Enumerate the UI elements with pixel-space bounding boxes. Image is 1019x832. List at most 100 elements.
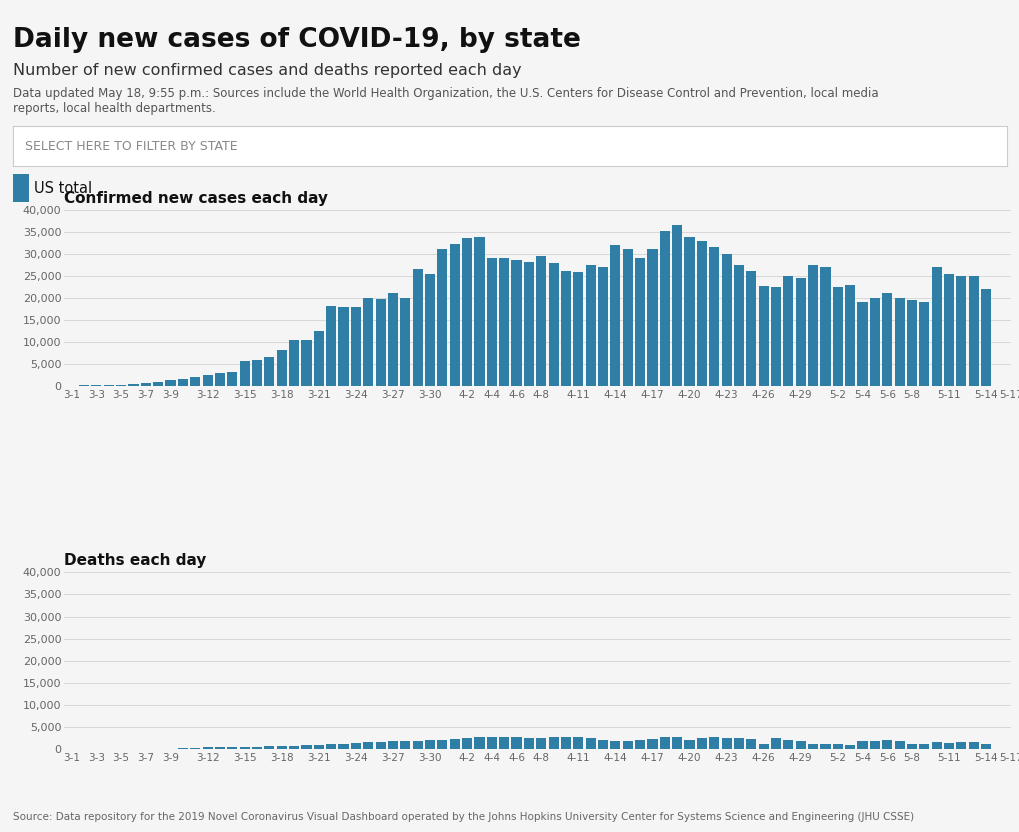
Bar xyxy=(288,339,299,386)
Bar xyxy=(609,741,620,749)
Text: Daily new cases of COVID-19, by state: Daily new cases of COVID-19, by state xyxy=(13,27,581,52)
Bar xyxy=(301,745,311,749)
Bar xyxy=(659,230,669,386)
Bar xyxy=(573,272,583,386)
Bar xyxy=(239,747,250,749)
Bar xyxy=(622,740,632,749)
Bar xyxy=(338,744,348,749)
Bar xyxy=(413,270,422,386)
Bar xyxy=(363,298,373,386)
Bar xyxy=(930,742,941,749)
Bar xyxy=(585,738,595,749)
Bar xyxy=(227,372,237,386)
Bar xyxy=(696,738,706,749)
Text: Source: Data repository for the 2019 Novel Coronavirus Visual Dashboard operated: Source: Data repository for the 2019 Nov… xyxy=(13,812,913,822)
Bar xyxy=(918,745,928,749)
Bar xyxy=(474,237,484,386)
Bar xyxy=(165,380,175,386)
Bar xyxy=(783,275,793,386)
Bar xyxy=(203,747,212,749)
Bar xyxy=(425,274,435,386)
Bar xyxy=(351,743,361,749)
Bar xyxy=(869,298,879,386)
Bar xyxy=(252,360,262,386)
Bar xyxy=(301,339,311,386)
Bar xyxy=(696,240,706,386)
Bar xyxy=(968,742,978,749)
Bar xyxy=(375,299,385,386)
Bar xyxy=(128,384,139,386)
Bar xyxy=(486,258,496,386)
Bar xyxy=(783,740,793,749)
Bar xyxy=(399,298,410,386)
Bar xyxy=(375,742,385,749)
Bar xyxy=(413,740,422,749)
Bar xyxy=(770,287,781,386)
Bar xyxy=(720,738,731,749)
Bar xyxy=(326,745,336,749)
Bar xyxy=(746,739,756,749)
Bar xyxy=(758,286,768,386)
Bar xyxy=(832,287,842,386)
Bar xyxy=(869,740,879,749)
Text: Confirmed new cases each day: Confirmed new cases each day xyxy=(64,191,328,206)
Bar xyxy=(511,737,521,749)
Bar xyxy=(647,739,657,749)
Text: SELECT HERE TO FILTER BY STATE: SELECT HERE TO FILTER BY STATE xyxy=(25,140,237,153)
Bar xyxy=(734,738,743,749)
Bar xyxy=(437,250,447,386)
Bar xyxy=(498,258,508,386)
Bar xyxy=(536,738,546,749)
Bar xyxy=(363,742,373,749)
Bar xyxy=(956,275,966,386)
Bar xyxy=(338,307,348,386)
Bar xyxy=(288,745,299,749)
Bar xyxy=(943,274,953,386)
Bar xyxy=(609,245,620,386)
Bar xyxy=(190,377,200,386)
Bar xyxy=(857,741,867,749)
Bar xyxy=(720,254,731,386)
Bar xyxy=(918,302,928,386)
Bar xyxy=(486,737,496,749)
Bar xyxy=(845,285,854,386)
Bar xyxy=(399,740,410,749)
Bar xyxy=(314,331,324,386)
Bar xyxy=(819,267,829,386)
Bar xyxy=(474,737,484,749)
Bar xyxy=(560,737,571,749)
Bar xyxy=(807,744,817,749)
Bar xyxy=(141,384,151,386)
Bar xyxy=(425,740,435,749)
Bar xyxy=(845,745,854,749)
Bar xyxy=(906,300,916,386)
Bar xyxy=(585,265,595,386)
Bar xyxy=(239,361,250,386)
Bar xyxy=(252,746,262,749)
Bar xyxy=(795,740,805,749)
Bar xyxy=(116,385,126,386)
Bar xyxy=(560,271,571,386)
Bar xyxy=(622,250,632,386)
Bar xyxy=(276,350,286,386)
Bar xyxy=(203,375,212,386)
Bar xyxy=(832,745,842,749)
Bar xyxy=(498,737,508,749)
Bar xyxy=(635,258,645,386)
Bar xyxy=(807,265,817,386)
Bar xyxy=(462,738,472,749)
Bar xyxy=(314,745,324,749)
Text: Deaths each day: Deaths each day xyxy=(64,553,207,568)
Bar xyxy=(153,382,163,386)
Text: Number of new confirmed cases and deaths reported each day: Number of new confirmed cases and deaths… xyxy=(13,63,522,78)
Bar xyxy=(684,740,694,749)
Bar xyxy=(956,742,966,749)
Bar xyxy=(857,302,867,386)
Bar xyxy=(524,738,533,749)
Bar xyxy=(672,737,682,749)
Bar xyxy=(795,278,805,386)
Bar xyxy=(264,746,274,749)
Bar xyxy=(672,225,682,386)
Bar xyxy=(647,250,657,386)
Bar xyxy=(511,260,521,386)
